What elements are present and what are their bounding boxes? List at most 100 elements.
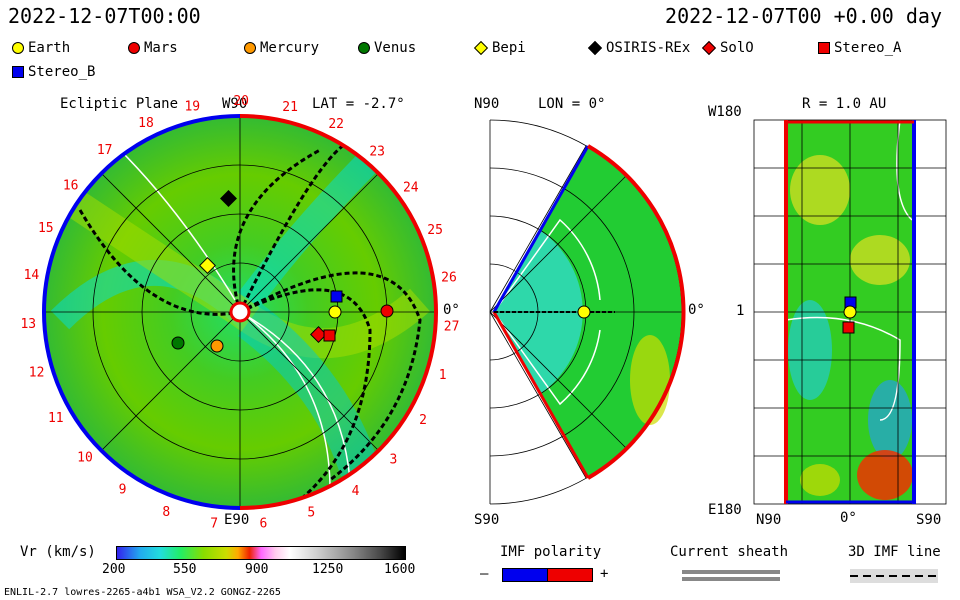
ecliptic-bottom-label: E90 <box>224 512 250 528</box>
map-top-left-label: W180 <box>708 104 742 120</box>
footer-model-info: ENLIL-2.7 lowres-2265-a4b1 WSA_V2.2 GONG… <box>4 587 281 598</box>
map-mid-left-label: 1 <box>736 303 745 319</box>
legend-item-earth: Earth <box>12 40 70 56</box>
rotation-number: 22 <box>328 117 344 132</box>
rotation-number: 27 <box>444 320 460 335</box>
rotation-number: 7 <box>210 516 218 531</box>
circle-marker-icon <box>244 42 256 54</box>
map-x-label-mid: 0° <box>840 510 857 526</box>
rotation-number: 5 <box>307 506 315 521</box>
mercury-marker <box>210 339 224 353</box>
rotation-number: 16 <box>63 178 79 193</box>
meridional-top-label: N90 <box>474 96 500 112</box>
circle-marker-icon <box>12 42 24 54</box>
meridional-lon-label: LON = 0° <box>538 96 606 112</box>
rotation-number: 12 <box>29 366 45 381</box>
circle-marker-icon <box>128 42 140 54</box>
legend-label: Bepi <box>492 40 526 56</box>
colorbar-tick-1: 550 <box>173 562 197 577</box>
osiris-rex-marker <box>220 190 237 207</box>
imf-polarity-minus: – <box>480 566 489 582</box>
colorbar-title: Vr (km/s) <box>20 544 96 560</box>
ecliptic-right-label: 0° <box>443 302 460 318</box>
legend-label: Stereo_B <box>28 64 96 80</box>
rotation-number: 10 <box>77 451 93 466</box>
ecliptic-top-label: W90 <box>222 96 248 112</box>
ecliptic-title: Ecliptic Plane <box>60 96 179 112</box>
meridional-plot <box>489 119 686 505</box>
sun-icon <box>229 301 251 323</box>
square-marker-icon <box>12 66 24 78</box>
imf-polarity-positive-swatch <box>547 568 593 582</box>
colorbar-tick-3: 1250 <box>312 562 344 577</box>
ecliptic-ring-positive <box>239 114 438 510</box>
legend-item-mercury: Mercury <box>244 40 319 56</box>
rotation-number: 1 <box>439 368 447 383</box>
legend-label: Earth <box>28 40 71 56</box>
rotation-number: 17 <box>97 143 113 158</box>
map-bottom-left-label: E180 <box>708 502 742 518</box>
ecliptic-lat-label: LAT = -2.7° <box>312 96 405 112</box>
legend-item-stereo-b: Stereo_B <box>12 64 95 80</box>
legend-label: OSIRIS-REx <box>606 40 691 56</box>
rotation-number: 26 <box>441 270 457 285</box>
rotation-number: 6 <box>259 517 267 532</box>
meridional-right-label: 0° <box>688 302 705 318</box>
legend-item-osiris-rex: OSIRIS-REx <box>587 40 691 56</box>
rotation-number: 8 <box>162 505 170 520</box>
current-sheath-title: Current sheath <box>670 544 789 560</box>
legend-item-bepi: Bepi <box>473 40 526 56</box>
rotation-number: 3 <box>389 452 397 467</box>
rotation-number: 18 <box>138 116 154 131</box>
map-x-label-right: S90 <box>916 512 942 528</box>
colorbar-tick-2: 900 <box>245 562 269 577</box>
map-title: R = 1.0 AU <box>802 96 887 112</box>
rotation-number: 23 <box>369 144 385 159</box>
rotation-number: 24 <box>403 180 419 195</box>
legend-label: Venus <box>374 40 417 56</box>
colorbar <box>116 546 406 560</box>
current-sheath-line-2 <box>682 577 780 581</box>
square-marker-icon <box>818 42 830 54</box>
colorbar-tick-4: 1600 <box>384 562 416 577</box>
map-plot <box>753 119 947 505</box>
rotation-numbers: 19 20 212223242526271234567891011121314151… <box>20 94 459 532</box>
rotation-number: 14 <box>24 268 40 283</box>
imf-line-title: 3D IMF line <box>848 544 941 560</box>
rotation-number: 15 <box>38 221 54 236</box>
stereo-a-marker <box>323 329 336 342</box>
left-timestamp: 2022-12-07T00:00 <box>8 4 201 28</box>
rotation-number: 9 <box>119 482 127 497</box>
right-timestamp: 2022-12-07T00 +0.00 day <box>665 4 942 28</box>
rotation-number: 13 <box>20 317 36 332</box>
ecliptic-ring-negative <box>42 114 241 510</box>
imf-line-sample <box>850 569 938 583</box>
rotation-number: 4 <box>352 484 360 499</box>
stereo-b-marker <box>330 290 343 303</box>
rotation-number: 20 <box>233 94 249 109</box>
meridional-bottom-label: S90 <box>474 512 500 528</box>
legend-item-venus: Venus <box>358 40 416 56</box>
imf-polarity-negative-swatch <box>502 568 548 582</box>
rotation-number: 21 <box>282 100 298 115</box>
solo-marker <box>310 326 327 343</box>
legend-item-solo: SolO <box>701 40 754 56</box>
rotation-number: 25 <box>427 223 443 238</box>
map-x-label-left: N90 <box>756 512 782 528</box>
legend-label: Stereo_A <box>834 40 902 56</box>
imf-polarity-title: IMF polarity <box>500 544 602 560</box>
legend-label: Mars <box>144 40 178 56</box>
current-sheath-line-1 <box>682 570 780 574</box>
imf-polarity-plus: + <box>600 566 609 582</box>
rotation-number: 19 <box>184 99 200 114</box>
circle-marker-icon <box>358 42 370 54</box>
colorbar-tick-0: 200 <box>102 562 126 577</box>
rotation-number: 11 <box>48 411 64 426</box>
legend-label: Mercury <box>260 40 320 56</box>
legend-label: SolO <box>720 40 754 56</box>
earth-marker <box>328 305 342 319</box>
venus-marker <box>171 336 185 350</box>
rotation-number: 2 <box>419 413 427 428</box>
mars-marker <box>380 304 394 318</box>
